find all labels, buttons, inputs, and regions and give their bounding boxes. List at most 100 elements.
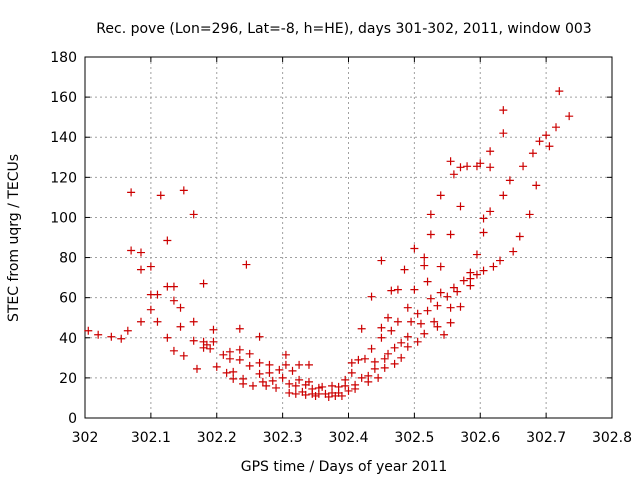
- data-point-marker: [496, 256, 505, 265]
- data-point-marker: [235, 355, 244, 364]
- data-point-marker: [393, 285, 402, 294]
- data-point-marker: [304, 377, 313, 386]
- data-point-marker: [377, 323, 386, 332]
- data-point-marker: [479, 214, 488, 223]
- data-point-marker: [509, 247, 518, 256]
- x-axis-label: GPS time / Days of year 2011: [241, 459, 448, 475]
- data-point-marker: [436, 191, 445, 200]
- data-point-marker: [245, 361, 254, 370]
- data-point-marker: [357, 373, 366, 382]
- axis-ticks: [84, 56, 613, 419]
- grid-lines: [85, 57, 612, 418]
- data-point-marker: [397, 338, 406, 347]
- y-tick-label: 60: [59, 291, 77, 307]
- data-point-marker: [367, 292, 376, 301]
- data-point-marker: [423, 277, 432, 286]
- data-point-marker: [189, 317, 198, 326]
- data-point-marker: [262, 381, 271, 390]
- data-point-marker: [413, 337, 422, 346]
- data-point-marker: [479, 228, 488, 237]
- data-point-marker: [505, 176, 514, 185]
- data-point-marker: [225, 347, 234, 356]
- data-point-marker: [209, 325, 218, 334]
- data-point-marker: [519, 162, 528, 171]
- data-point-marker: [341, 381, 350, 390]
- data-point-marker: [423, 306, 432, 315]
- data-point-marker: [433, 301, 442, 310]
- data-point-marker: [324, 392, 333, 401]
- data-point-marker: [515, 232, 524, 241]
- data-point-marker: [212, 362, 221, 371]
- data-point-marker: [258, 377, 267, 386]
- chart-title: Rec. pove (Lon=296, Lat=-8, h=HE), days …: [96, 21, 591, 37]
- data-point-marker: [278, 373, 287, 382]
- data-point-marker: [265, 360, 274, 369]
- data-point-marker: [403, 342, 412, 351]
- data-point-marker: [436, 288, 445, 297]
- data-point-marker: [189, 210, 198, 219]
- data-point-marker: [380, 354, 389, 363]
- data-point-marker: [410, 285, 419, 294]
- data-point-marker: [364, 371, 373, 380]
- data-point-marker: [169, 346, 178, 355]
- data-point-marker: [229, 367, 238, 376]
- data-point-marker: [123, 326, 132, 335]
- data-points: [84, 87, 574, 401]
- data-point-marker: [499, 106, 508, 115]
- data-point-marker: [328, 381, 337, 390]
- y-tick-label: 120: [50, 170, 77, 186]
- data-point-marker: [295, 360, 304, 369]
- data-point-marker: [351, 384, 360, 393]
- data-point-marker: [499, 191, 508, 200]
- data-point-marker: [489, 262, 498, 271]
- data-point-marker: [420, 253, 429, 262]
- data-point-marker: [189, 336, 198, 345]
- y-tick-label: 80: [59, 251, 77, 267]
- data-point-marker: [449, 170, 458, 179]
- data-point-marker: [146, 305, 155, 314]
- data-point-marker: [413, 309, 422, 318]
- data-point-marker: [176, 322, 185, 331]
- data-point-marker: [202, 340, 211, 349]
- data-point-marker: [472, 270, 481, 279]
- data-point-marker: [384, 349, 393, 358]
- data-point-marker: [301, 390, 310, 399]
- data-point-marker: [420, 329, 429, 338]
- data-point-marker: [248, 381, 257, 390]
- data-point-marker: [446, 230, 455, 239]
- data-point-marker: [499, 129, 508, 138]
- x-tick-labels: 302 302.1 302.2 302.3 302.4 302.5 302.6 302.7 30…: [72, 430, 632, 446]
- data-point-marker: [426, 294, 435, 303]
- y-tick-label: 0: [68, 411, 77, 427]
- data-point-marker: [242, 260, 251, 269]
- data-point-marker: [449, 283, 458, 292]
- data-point-marker: [225, 354, 234, 363]
- data-point-marker: [542, 131, 551, 140]
- data-point-marker: [169, 296, 178, 305]
- data-point-marker: [229, 374, 238, 383]
- data-point-marker: [466, 281, 475, 290]
- data-point-marker: [291, 381, 300, 390]
- data-point-marker: [295, 375, 304, 384]
- data-point-marker: [206, 344, 215, 353]
- data-point-marker: [281, 350, 290, 359]
- data-point-marker: [84, 326, 93, 335]
- data-point-marker: [436, 262, 445, 271]
- x-tick-label: 302.7: [526, 430, 566, 446]
- data-point-marker: [235, 324, 244, 333]
- data-point-marker: [486, 207, 495, 216]
- data-point-marker: [239, 379, 248, 388]
- data-point-marker: [199, 279, 208, 288]
- data-point-marker: [153, 317, 162, 326]
- data-point-marker: [416, 319, 425, 328]
- data-point-marker: [127, 246, 136, 255]
- data-point-marker: [344, 386, 353, 395]
- data-point-marker: [153, 290, 162, 299]
- data-point-marker: [163, 333, 172, 342]
- data-point-marker: [179, 186, 188, 195]
- data-point-marker: [281, 360, 290, 369]
- data-point-marker: [255, 369, 264, 378]
- data-point-marker: [370, 357, 379, 366]
